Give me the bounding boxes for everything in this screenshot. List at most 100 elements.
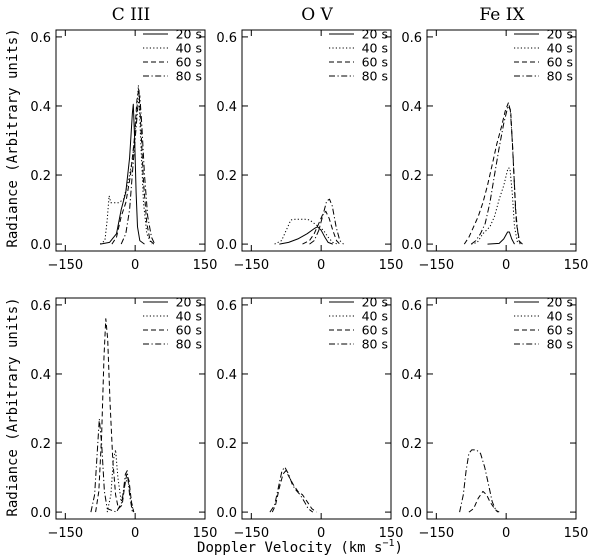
x-tick-label: 150	[564, 526, 589, 541]
x-axis-label-close: )	[395, 540, 403, 556]
y-tick-label: 0.0	[401, 506, 422, 521]
y-tick-label: 0.0	[30, 506, 51, 521]
y-tick-label: 0.2	[216, 169, 237, 184]
legend-label: 80 s	[547, 337, 573, 352]
x-tick-label: 150	[379, 526, 404, 541]
series-line-60-s	[463, 102, 521, 245]
series-line-80-s	[90, 418, 133, 513]
legend-label: 20 s	[362, 27, 388, 42]
series-line-80-s	[269, 466, 314, 513]
series-line-40-s	[106, 449, 134, 513]
plot-frame	[55, 29, 206, 252]
legend-label: 20 s	[176, 27, 202, 42]
series-line-80-s	[120, 95, 156, 245]
y-axis-label-bottom: Radiance (Arbitrary units)	[5, 297, 21, 516]
legend-label: 40 s	[547, 309, 573, 324]
y-tick-label: 0.6	[401, 299, 422, 314]
y-tick-label: 0.4	[216, 368, 237, 383]
column-title-o-v: O V	[301, 5, 333, 25]
y-tick-label: 0.4	[401, 368, 422, 383]
legend-label: 60 s	[362, 55, 388, 70]
series-line-60-s	[302, 210, 341, 245]
y-tick-label: 0.6	[216, 31, 237, 46]
column-title-fe-ix: Fe IX	[479, 5, 525, 25]
x-tick-label: 0	[131, 526, 139, 541]
plot-frame	[241, 29, 392, 252]
plot-frame	[426, 297, 577, 520]
legend-label: 40 s	[176, 309, 202, 324]
y-tick-label: 0.2	[216, 437, 237, 452]
legend-label: 20 s	[362, 295, 388, 310]
legend-label: 80 s	[176, 337, 202, 352]
series-line-80-s	[459, 449, 500, 513]
x-tick-label: 0	[131, 258, 139, 273]
legend-label: 60 s	[547, 323, 573, 338]
x-tick-label: −150	[233, 258, 269, 273]
y-axis-label-top: Radiance (Arbitrary units)	[5, 28, 21, 247]
y-tick-label: 0.4	[401, 100, 422, 115]
series-line-60-s	[468, 490, 499, 513]
legend-label: 60 s	[176, 323, 202, 338]
legend-label: 20 s	[547, 27, 573, 42]
legend-label: 40 s	[547, 41, 573, 56]
y-tick-label: 0.6	[30, 299, 51, 314]
legend-label: 60 s	[547, 55, 573, 70]
series-line-80-s	[309, 198, 344, 245]
panel-r0-c1: 0.0 0.2 0.4 0.6 −150 0 150 20 s40 s60 s80 s	[216, 27, 403, 274]
y-tick-label: 0.6	[216, 299, 237, 314]
panel-r0-c2: 0.0 0.2 0.4 0.6 −150 0 150 20 s40 s60 s80 s	[401, 27, 588, 274]
x-tick-label: 150	[193, 258, 218, 273]
panel-r1-c1: 0.0 0.2 0.4 0.6 −150 0 150 20 s40 s60 s80 s	[216, 295, 403, 542]
y-tick-label: 0.0	[401, 238, 422, 253]
series-line-80-s	[470, 105, 523, 245]
y-tick-label: 0.6	[30, 31, 51, 46]
y-tick-label: 0.0	[30, 238, 51, 253]
series-line-60-s	[271, 470, 317, 513]
y-tick-label: 0.4	[30, 100, 51, 115]
series-line-20-s	[100, 103, 145, 245]
y-tick-label: 0.2	[30, 169, 51, 184]
x-tick-label: 150	[193, 526, 218, 541]
x-tick-label: −150	[418, 258, 454, 273]
legend-label: 20 s	[176, 295, 202, 310]
legend-label: 80 s	[362, 337, 388, 352]
series-line-40-s	[471, 167, 519, 245]
legend-label: 80 s	[176, 69, 202, 84]
x-tick-label: 150	[564, 258, 589, 273]
y-tick-label: 0.6	[401, 31, 422, 46]
legend-label: 20 s	[547, 295, 573, 310]
legend-label: 60 s	[362, 323, 388, 338]
x-tick-label: −150	[47, 526, 83, 541]
plot-frame	[55, 297, 206, 520]
panel-r0-c0: 0.0 0.2 0.4 0.6 −150 0 150 20 s40 s60 s80 s	[30, 27, 217, 274]
legend-label: 80 s	[547, 69, 573, 84]
y-tick-label: 0.4	[30, 368, 51, 383]
series-line-20-s	[279, 226, 333, 245]
column-title-c-iii: C III	[112, 5, 151, 25]
x-tick-label: 0	[317, 526, 325, 541]
legend-label: 40 s	[362, 309, 388, 324]
x-axis-label-exponent: −1	[382, 538, 394, 549]
x-tick-label: −150	[418, 526, 454, 541]
y-tick-label: 0.2	[401, 169, 422, 184]
plot-frame	[426, 29, 577, 252]
y-tick-label: 0.2	[401, 437, 422, 452]
series-line-40-s	[274, 218, 338, 245]
panel-r1-c2: 0.0 0.2 0.4 0.6 −150 0 150 20 s40 s60 s80 s	[401, 295, 588, 542]
x-tick-label: 0	[502, 258, 510, 273]
legend-label: 40 s	[362, 41, 388, 56]
legend-label: 60 s	[176, 55, 202, 70]
plot-frame	[241, 297, 392, 520]
series-line-60-s	[111, 88, 155, 245]
x-tick-label: −150	[47, 258, 83, 273]
y-tick-label: 0.2	[30, 437, 51, 452]
x-axis-label: Doppler Velocity (km s−1)	[197, 538, 403, 556]
y-tick-label: 0.4	[216, 100, 237, 115]
x-tick-label: 0	[317, 258, 325, 273]
series-line-40-s	[99, 84, 152, 245]
x-tick-label: −150	[233, 526, 269, 541]
legend-label: 80 s	[362, 69, 388, 84]
y-tick-label: 0.0	[216, 506, 237, 521]
